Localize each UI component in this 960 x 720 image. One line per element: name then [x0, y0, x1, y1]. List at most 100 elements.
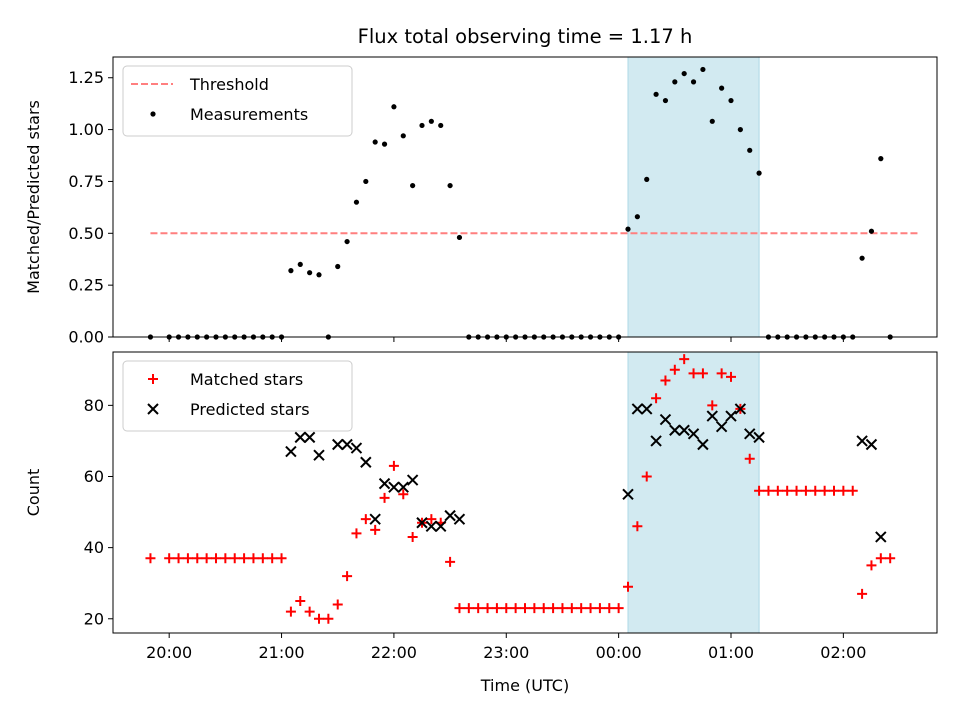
measurement-point — [644, 176, 650, 182]
predicted-star-point — [285, 445, 297, 458]
predicted-star-point — [865, 438, 878, 451]
matched-star-point — [632, 521, 643, 532]
matched-star-point — [641, 471, 652, 482]
measurement-point — [728, 97, 734, 104]
predicted-star-point — [725, 410, 737, 422]
matched-star-point — [669, 364, 680, 375]
measurement-point — [307, 270, 313, 276]
measurement-point — [400, 133, 406, 139]
predicted-star-point — [435, 520, 447, 532]
x-tick-label: 20:00 — [146, 643, 192, 662]
matched-star-point — [679, 354, 690, 365]
matched-star-point — [220, 553, 231, 564]
measurement-point — [456, 234, 463, 241]
predicted-star-point — [388, 481, 400, 493]
matched-star-point — [594, 603, 605, 614]
matched-star-point — [529, 603, 540, 614]
y-tick-label: 40 — [84, 538, 104, 557]
x-tick-label: 00:00 — [596, 643, 642, 662]
predicted-star-point — [341, 438, 353, 451]
matched-star-point — [388, 460, 399, 471]
legend-predicted-swatch — [147, 403, 159, 415]
measurement-point — [438, 122, 444, 129]
matched-star-point — [229, 553, 240, 564]
matched-star-point — [819, 485, 830, 496]
measurement-point — [653, 91, 659, 97]
measurement-point — [391, 104, 397, 110]
matched-star-point — [454, 603, 465, 614]
matched-star-point — [791, 485, 802, 496]
matched-star-point — [800, 485, 811, 496]
x-tick-label: 23:00 — [483, 643, 529, 662]
matched-star-point — [491, 603, 502, 614]
matched-star-point — [754, 485, 765, 496]
measurement-point — [719, 85, 725, 91]
measurement-point — [428, 118, 434, 124]
legend-label: Matched stars — [190, 370, 303, 389]
measurement-point — [662, 97, 669, 104]
y-tick-label: 20 — [84, 609, 104, 628]
matched-star-point — [885, 553, 896, 564]
legend-box — [122, 65, 353, 137]
ratio-panel: 0.00 0.25 0.50 0.75 1.00 1.25 Matched/Predicte… — [24, 56, 938, 347]
measurement-point — [363, 178, 369, 185]
measurement-point — [419, 122, 425, 129]
predicted-star-point — [360, 456, 372, 468]
matched-star-point — [604, 603, 615, 614]
matched-star-point — [510, 603, 521, 614]
predicted-star-point — [706, 410, 718, 422]
predicted-star-point — [659, 413, 672, 426]
measurement-point — [878, 156, 884, 162]
legend-matched-swatch — [148, 374, 158, 384]
y-tick-label: 0.75 — [68, 172, 104, 191]
measurement-point — [625, 226, 631, 232]
predicted-star-point — [397, 481, 409, 493]
measurement-point — [672, 79, 678, 85]
matched-star-point — [248, 553, 259, 564]
legend-measurement-swatch — [150, 111, 156, 117]
y-tick-label: 80 — [84, 396, 104, 415]
predicted-star-point — [313, 449, 325, 461]
matched-star-point — [211, 553, 221, 564]
matched-star-point — [473, 603, 484, 614]
matched-star-point — [304, 606, 315, 617]
y-axis-label: Count — [24, 469, 43, 517]
matched-star-point — [360, 514, 371, 525]
count-panel: 20 40 60 80 20:00 21:00 22:00 23:00 00:00 01:00 02… — [24, 351, 938, 695]
measurement-point — [316, 272, 322, 278]
matched-star-point — [501, 603, 512, 614]
measurement-point — [690, 79, 697, 85]
matched-star-point — [810, 485, 821, 496]
matched-star-point — [557, 603, 568, 614]
matched-star-point — [688, 368, 699, 379]
highlight-span — [628, 57, 760, 337]
y-tick-label: 0.00 — [68, 328, 104, 347]
measurement-point — [700, 66, 706, 73]
matched-star-point — [520, 603, 530, 614]
legend-label: Threshold — [189, 75, 269, 94]
predicted-star-point — [369, 513, 381, 525]
predicted-star-point — [641, 403, 653, 415]
matched-star-point — [707, 400, 718, 411]
measurement-point — [756, 170, 762, 176]
matched-star-point — [697, 368, 708, 379]
measurement-point — [709, 118, 715, 124]
matched-star-point — [239, 553, 250, 564]
matched-star-point — [323, 613, 334, 624]
y-tick-label: 0.50 — [68, 224, 104, 243]
predicted-star-point — [715, 420, 728, 433]
predicted-star-point — [856, 435, 868, 447]
matched-star-point — [173, 553, 184, 564]
predicted-star-point — [453, 513, 466, 525]
matched-star-point — [145, 553, 156, 564]
measurement-point — [447, 182, 453, 189]
measurement-point — [344, 238, 350, 245]
matched-star-point — [332, 599, 343, 610]
matched-star-point — [838, 485, 849, 496]
matched-star-point — [726, 371, 736, 382]
matched-star-point — [192, 553, 203, 564]
measurement-point — [410, 182, 416, 189]
predicted-star-point — [332, 438, 344, 451]
matched-star-point — [548, 603, 559, 614]
predicted-star-point — [622, 488, 634, 500]
